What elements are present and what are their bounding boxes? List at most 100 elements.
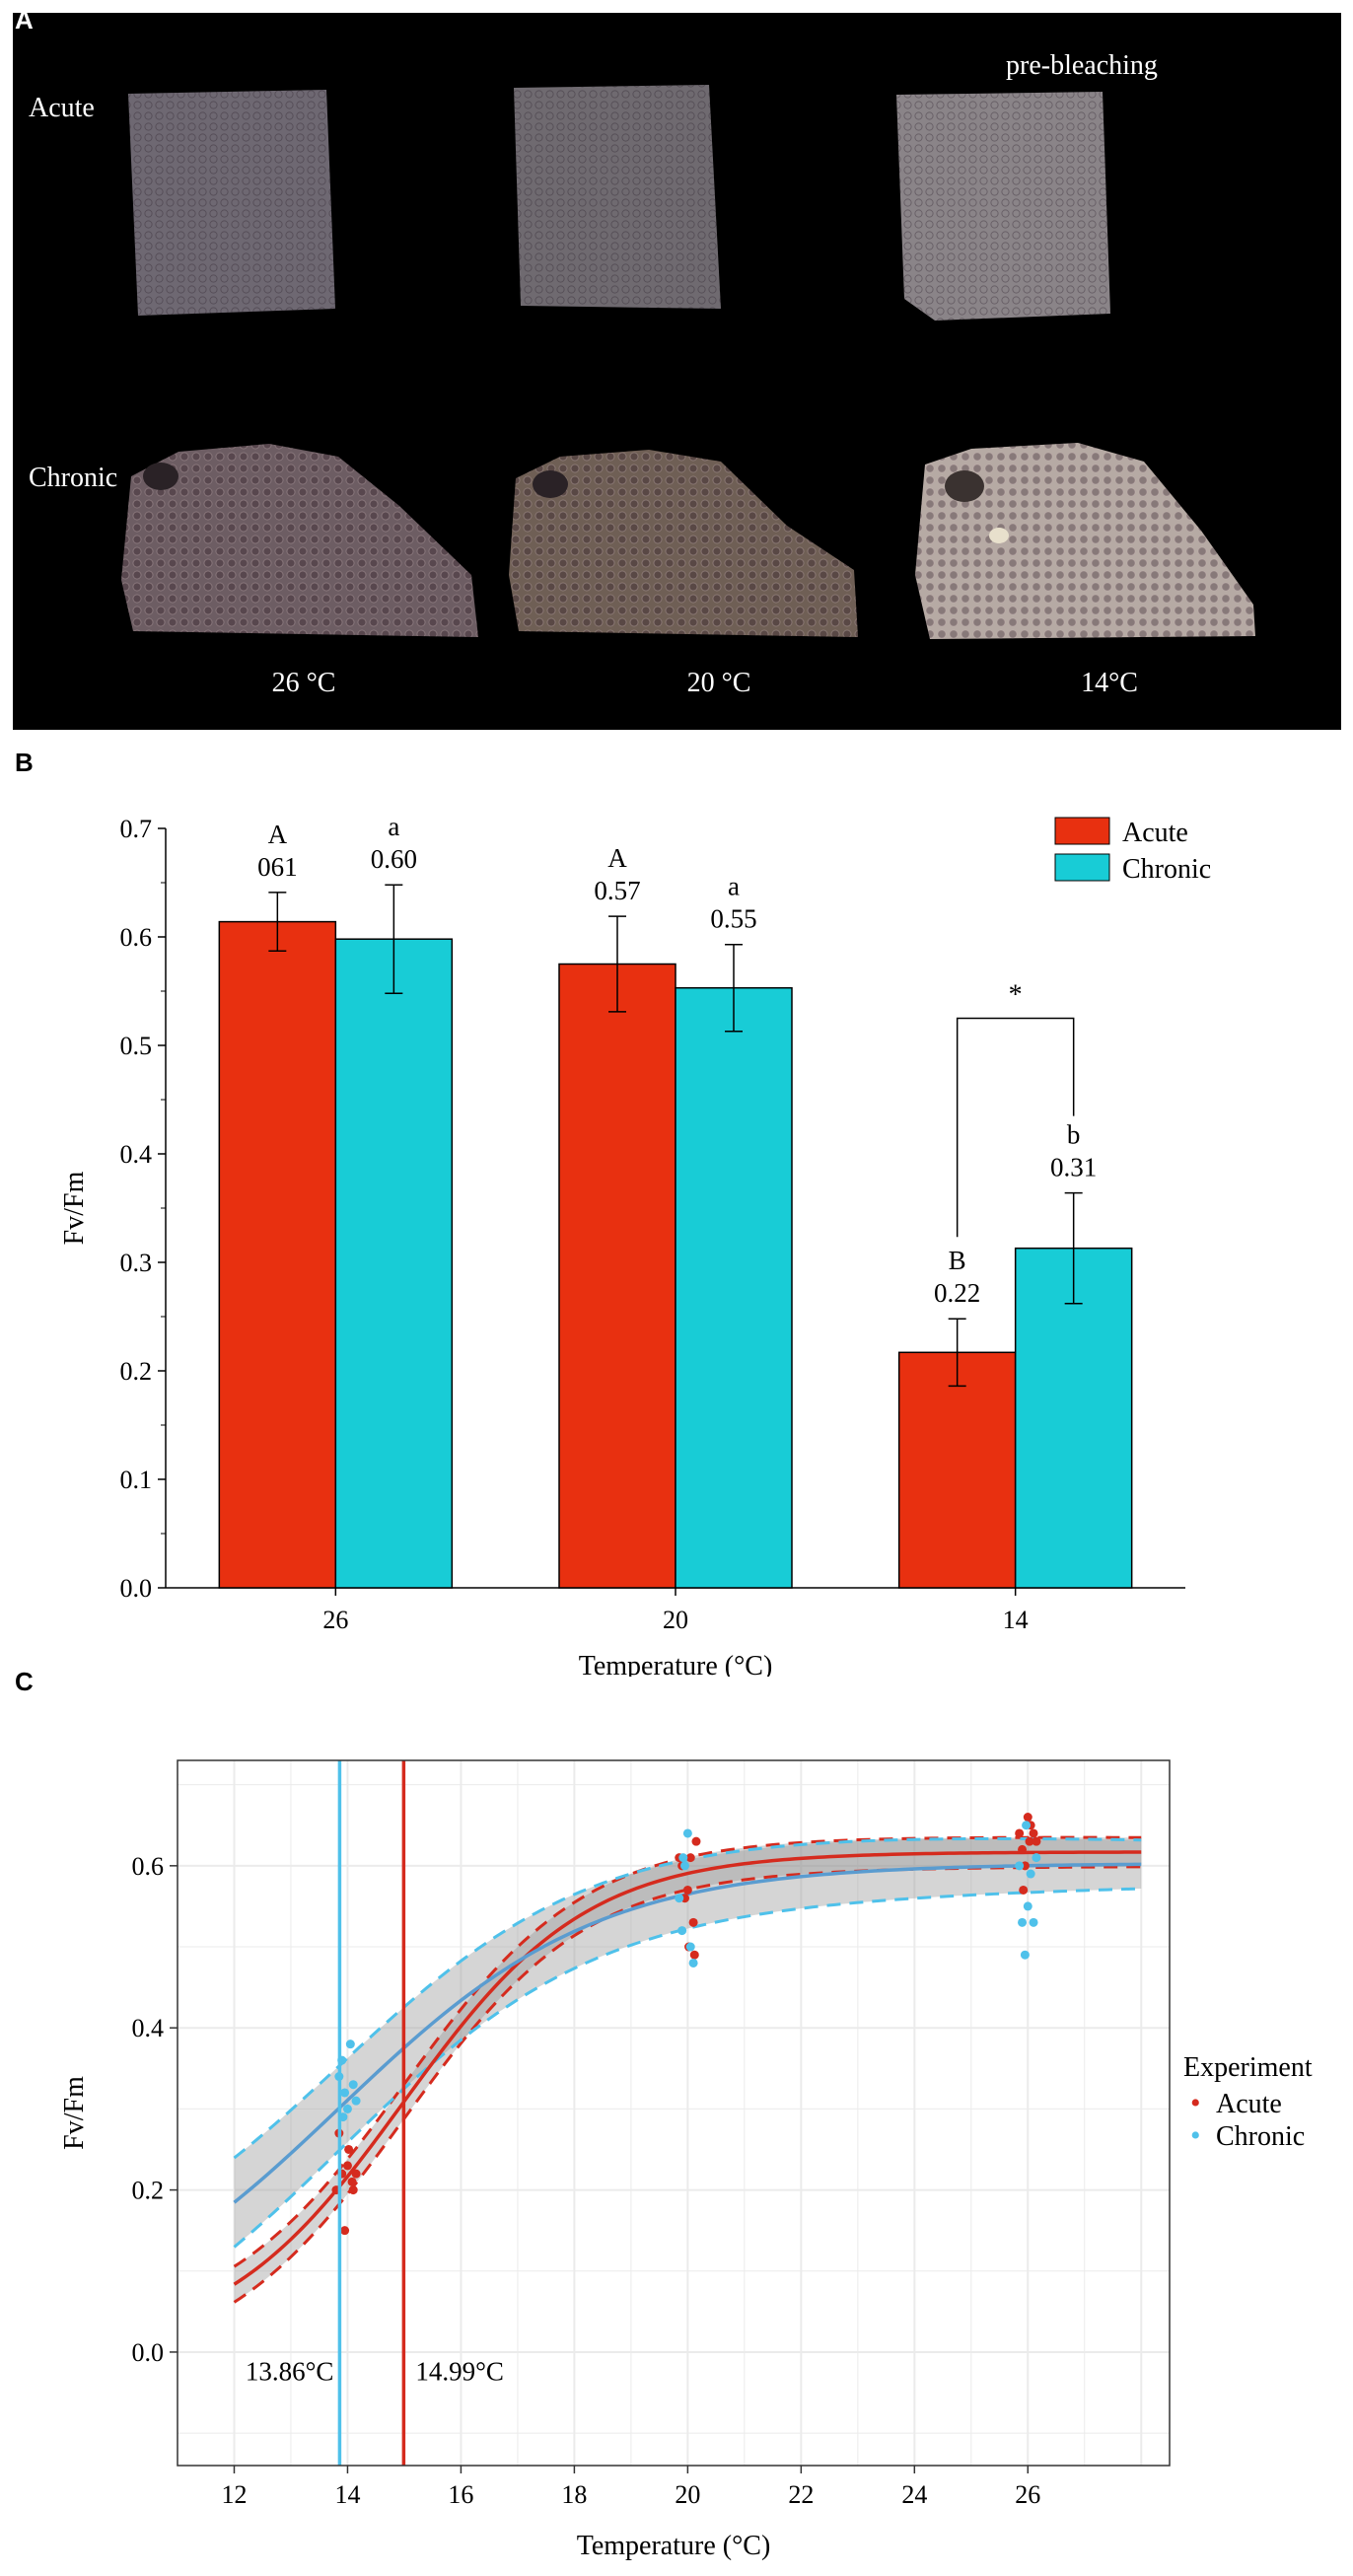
y-tick-label: 0.0 (132, 2338, 165, 2367)
coral-chronic-26 (121, 444, 478, 637)
data-point-chronic (1029, 1917, 1038, 1927)
value-label: 0.22 (934, 1278, 980, 1308)
coral-photo-grid: Acute Chronic pre-bleaching (29, 50, 1255, 698)
letter-label: b (1067, 1120, 1081, 1150)
data-point-acute (342, 2161, 352, 2171)
bar-acute-14 (897, 1351, 1017, 1589)
y-tick-label: 0.3 (120, 1249, 153, 1277)
significance-star: * (1009, 980, 1023, 1011)
data-point-chronic (685, 1942, 695, 1952)
y-tick-label: 0.4 (132, 2014, 165, 2042)
data-point-chronic (688, 1958, 698, 1968)
col-label-26: 26 °C (272, 668, 336, 698)
data-point-chronic (679, 1861, 689, 1871)
data-point-chronic (340, 2088, 350, 2098)
plot-frame (177, 1759, 1171, 2467)
data-point-acute (1032, 1836, 1041, 1846)
data-point-acute (685, 1853, 695, 1863)
bar-chart-fvfm: 0.0 0.1 0.2 0.3 0.4 0.5 0.6 0.7 Fv/Fm Temperature… (59, 812, 1211, 1677)
bar-acute-26 (218, 920, 337, 1589)
data-point-chronic (1023, 1901, 1033, 1911)
col-label-20: 20 °C (687, 668, 751, 698)
data-point-acute (1015, 1828, 1025, 1838)
coral-acute-20 (514, 85, 721, 309)
y-tick-label: 0.5 (120, 1032, 153, 1060)
data-point-chronic (351, 2096, 361, 2106)
data-point-acute (1025, 1836, 1034, 1846)
data-point-acute (348, 2185, 358, 2195)
coral-acute-14 (896, 92, 1110, 321)
data-point-acute (689, 1950, 699, 1960)
threshold-label-acute: 14.99°C (415, 2357, 504, 2387)
legend-marker-chronic: • (1190, 2119, 1201, 2152)
x-tick-label: 12 (221, 2480, 247, 2509)
y-tick-label: 0.7 (120, 815, 153, 843)
data-point-acute (682, 1885, 692, 1895)
bar-chronic-26 (334, 938, 454, 1589)
y-tick-label: 0.6 (132, 1852, 165, 1881)
x-tick-label: 14 (334, 2480, 360, 2509)
x-tick-label: 16 (448, 2480, 473, 2509)
legend-swatch-acute (1054, 817, 1110, 845)
x-tick-label: 22 (788, 2480, 814, 2509)
data-point-acute (688, 1917, 698, 1927)
data-point-chronic (677, 1926, 687, 1936)
data-point-chronic (342, 2104, 352, 2113)
y-tick-label: 0.2 (120, 1357, 153, 1386)
letter-label: a (388, 812, 399, 841)
x-tick-label: 20 (675, 2480, 700, 2509)
panel-b-letter: B (15, 748, 34, 777)
legend-title: Experiment (1183, 2052, 1313, 2083)
legend-label-acute: Acute (1122, 818, 1188, 848)
letter-label: a (728, 872, 740, 901)
data-point-acute (1018, 1844, 1028, 1854)
pre-bleaching-label: pre-bleaching (1006, 50, 1158, 81)
bar-chronic-20 (675, 986, 793, 1589)
x-tick-label: 26 (1015, 2480, 1040, 2509)
y-axis-title: Fv/Fm (59, 2076, 90, 2150)
data-point-acute (1029, 1828, 1038, 1838)
y-axis-title: Fv/Fm (59, 1171, 90, 1245)
data-point-chronic (1020, 1950, 1030, 1960)
data-point-chronic (1018, 1917, 1028, 1927)
ci-ribbon-acute (234, 1837, 1142, 2303)
panel-c-letter: C (15, 1667, 34, 1696)
legend-swatch-chronic (1054, 853, 1110, 882)
data-point-chronic (345, 2039, 355, 2049)
x-axis-title: Temperature (°C) (579, 1651, 773, 1677)
data-point-acute (340, 2226, 350, 2236)
value-label: 061 (257, 852, 298, 882)
coral-acute-26 (128, 90, 335, 316)
ci-bound-chronic (233, 1887, 1142, 2249)
x-tick-label: 18 (561, 2480, 587, 2509)
y-tick-label: 0.1 (120, 1466, 153, 1494)
value-label: 0.55 (710, 904, 756, 934)
fit-line-acute (233, 1850, 1142, 2286)
data-point-acute (351, 2169, 361, 2179)
threshold-label-chronic: 13.86°C (246, 2357, 334, 2387)
letter-label: B (949, 1246, 966, 1275)
panel-a-photos: Acute Chronic pre-bleaching (13, 13, 1341, 730)
data-point-acute (1023, 1813, 1033, 1823)
row-label-acute: Acute (29, 93, 95, 123)
data-point-acute (691, 1836, 701, 1846)
data-point-acute (344, 2144, 354, 2154)
letter-label: A (268, 820, 288, 849)
ci-ribbon-chronic (234, 1838, 1142, 2248)
x-tick-label: 20 (663, 1606, 688, 1634)
y-tick-label: 0.0 (120, 1574, 153, 1603)
x-tick-label: 14 (1003, 1606, 1029, 1634)
legend-label-chronic: Chronic (1216, 2121, 1305, 2152)
data-point-chronic (1015, 1861, 1025, 1871)
letter-label: A (607, 843, 627, 873)
value-label: 0.60 (371, 844, 417, 874)
x-axis-title: Temperature (°C) (577, 2531, 771, 2561)
value-label: 0.57 (594, 876, 640, 905)
y-tick-label: 0.4 (120, 1140, 153, 1169)
data-point-acute (1019, 1885, 1029, 1895)
legend-marker-acute: • (1190, 2087, 1201, 2119)
data-point-acute (347, 2177, 357, 2186)
legend-label-chronic: Chronic (1122, 854, 1211, 885)
data-point-chronic (1022, 1821, 1032, 1830)
significance-bracket (956, 1017, 1075, 1238)
